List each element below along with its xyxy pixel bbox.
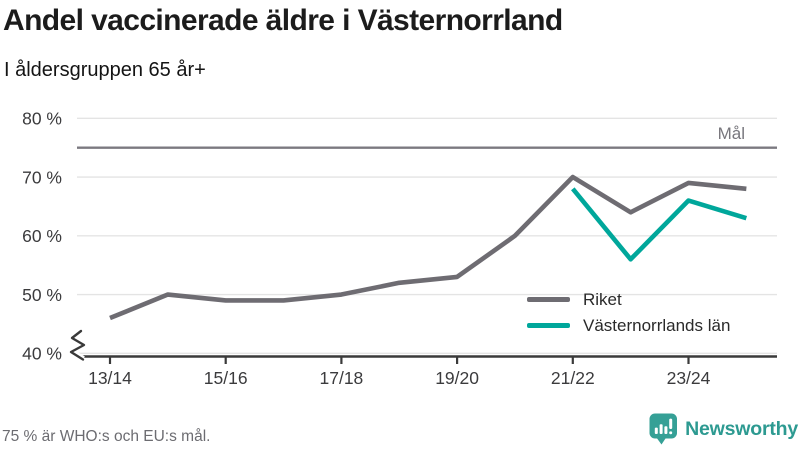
x-axis-tick-label: 23/24 bbox=[667, 368, 711, 388]
y-axis-tick-label: 80 % bbox=[22, 109, 62, 129]
vasternorrland-line-swatch bbox=[527, 323, 570, 328]
brand-wordmark: Newsworthy bbox=[685, 417, 798, 440]
x-axis-tick-label: 15/16 bbox=[204, 368, 248, 388]
riket-line-swatch bbox=[527, 297, 570, 302]
x-axis-tick-label: 13/14 bbox=[88, 368, 132, 388]
source-note: 75 % är WHO:s och EU:s mål. bbox=[2, 428, 211, 445]
y-axis-tick-label: 40 % bbox=[22, 344, 62, 364]
series-line-vasternorrland bbox=[571, 187, 748, 262]
x-axis-tick-label: 19/20 bbox=[435, 368, 479, 388]
newsworthy-bubble-chart-icon bbox=[649, 413, 678, 445]
y-axis-tick-label: 60 % bbox=[22, 226, 62, 246]
target-line-label: Mål bbox=[717, 124, 745, 143]
legend-item-vasternorrland: Västernorrlands län bbox=[527, 315, 730, 336]
legend-item-riket: Riket bbox=[527, 289, 730, 310]
legend: Riket Västernorrlands län bbox=[527, 289, 730, 336]
y-axis-tick-label: 50 % bbox=[22, 285, 62, 305]
y-axis-tick-label: 70 % bbox=[22, 167, 62, 187]
x-axis-tick-label: 17/18 bbox=[320, 368, 364, 388]
page-title: Andel vaccinerade äldre i Västernorrland bbox=[3, 4, 563, 37]
newsworthy-logo: Newsworthy bbox=[649, 413, 798, 445]
axis-break-icon bbox=[69, 329, 86, 361]
page-subtitle: I åldersgruppen 65 år+ bbox=[4, 59, 206, 81]
series-line-riket bbox=[109, 174, 747, 321]
legend-label: Riket bbox=[583, 289, 622, 309]
x-axis-tick-label: 21/22 bbox=[551, 368, 595, 388]
legend-label: Västernorrlands län bbox=[583, 315, 731, 335]
